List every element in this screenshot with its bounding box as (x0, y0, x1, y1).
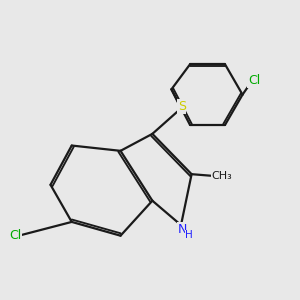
Text: Cl: Cl (9, 229, 22, 242)
Text: N: N (178, 223, 187, 236)
Text: CH₃: CH₃ (212, 170, 232, 181)
Text: S: S (178, 100, 186, 113)
Text: H: H (185, 230, 193, 240)
Text: Cl: Cl (248, 74, 260, 87)
